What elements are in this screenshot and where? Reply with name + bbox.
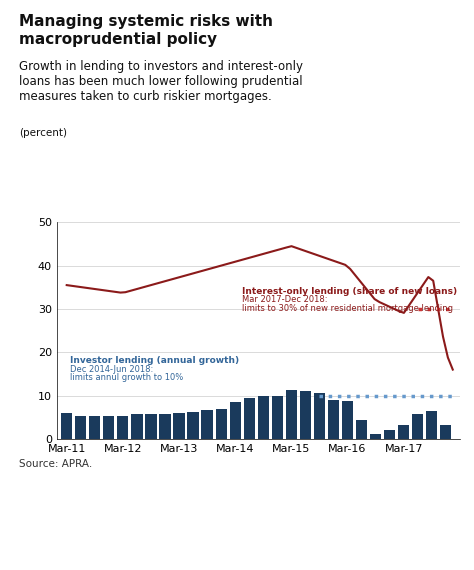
Bar — [89, 416, 100, 439]
Bar — [117, 416, 128, 439]
Bar — [146, 414, 156, 439]
Bar — [244, 398, 255, 439]
Bar — [258, 397, 269, 439]
Bar — [342, 401, 353, 439]
Text: INTERNATIONAL MONETARY FUND: INTERNATIONAL MONETARY FUND — [104, 538, 370, 551]
Text: Dec 2014-Jun 2018:: Dec 2014-Jun 2018: — [70, 365, 153, 374]
Bar — [173, 413, 185, 439]
Text: Growth in lending to investors and interest-only
loans has been much lower follo: Growth in lending to investors and inter… — [19, 60, 303, 103]
Text: Managing systemic risks with
macroprudential policy: Managing systemic risks with macropruden… — [19, 14, 273, 47]
Text: Source: APRA.: Source: APRA. — [19, 459, 92, 469]
Text: (percent): (percent) — [19, 128, 67, 139]
Bar — [61, 413, 73, 439]
Bar — [75, 416, 86, 439]
Bar — [187, 412, 199, 439]
Bar — [131, 414, 143, 439]
Bar — [272, 396, 283, 439]
Bar — [159, 414, 171, 439]
Bar — [426, 411, 438, 439]
Bar — [356, 420, 367, 439]
Bar — [412, 414, 423, 439]
Text: Mar 2017-Dec 2018:: Mar 2017-Dec 2018: — [242, 295, 328, 304]
Bar — [229, 402, 241, 439]
Bar — [103, 416, 114, 439]
Bar — [370, 434, 381, 439]
Bar — [440, 425, 451, 439]
Bar — [384, 430, 395, 439]
Bar — [216, 409, 227, 439]
Bar — [398, 425, 409, 439]
Text: Interest-only lending (share of new loans): Interest-only lending (share of new loan… — [242, 287, 457, 296]
Text: Investor lending (annual growth): Investor lending (annual growth) — [70, 356, 238, 365]
Text: limits annul growth to 10%: limits annul growth to 10% — [70, 373, 183, 382]
Bar — [201, 410, 213, 439]
Bar — [314, 393, 325, 439]
Bar — [286, 390, 297, 439]
Bar — [300, 391, 311, 439]
Text: limits to 30% of new residential mortgage lending: limits to 30% of new residential mortgag… — [242, 304, 453, 313]
Bar — [328, 400, 339, 439]
